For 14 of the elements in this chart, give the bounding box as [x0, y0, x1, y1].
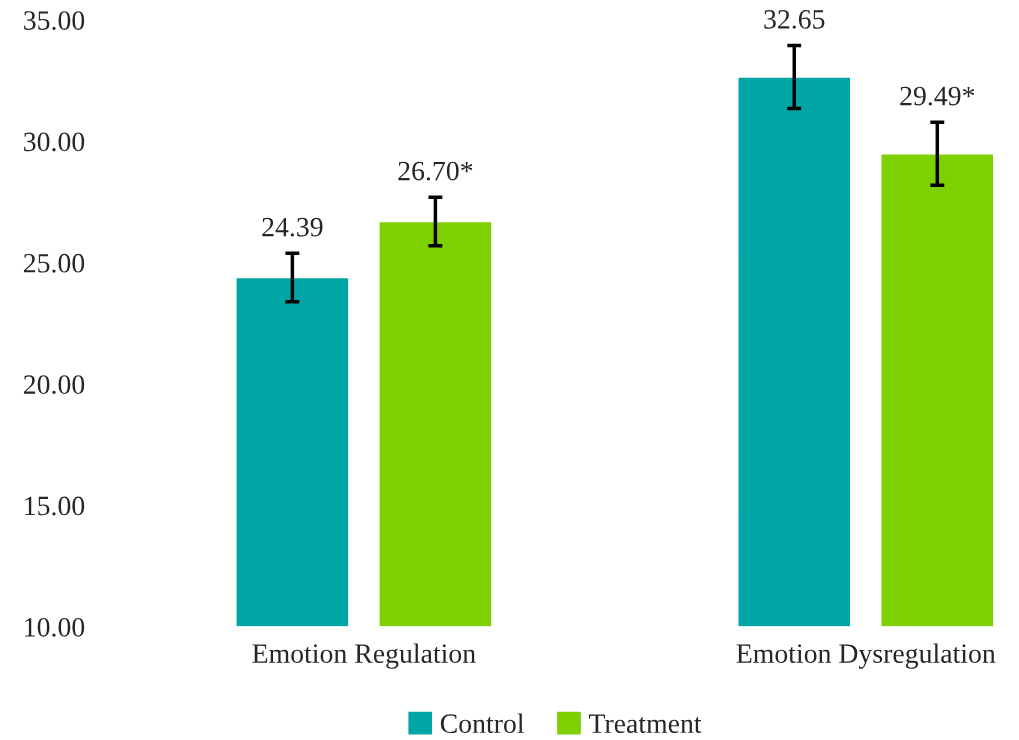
y-tick-label: 30.00	[24, 132, 85, 152]
legend-label: Treatment	[588, 714, 702, 734]
x-tick-label: Emotion Regulation	[252, 643, 476, 669]
data-label: 29.49*	[900, 86, 975, 106]
y-tick-label: 35.00	[24, 11, 85, 31]
y-tick-label: 10.00	[25, 617, 85, 637]
data-label: 24.39	[262, 217, 323, 237]
data-label: 26.70*	[398, 161, 473, 181]
y-tick-label: 20.00	[23, 375, 85, 395]
legend-label: Control	[440, 713, 524, 734]
y-tick-label: 25.00	[23, 253, 85, 273]
data-label: 32.65	[764, 10, 825, 29]
y-tick-label: 15.00	[25, 496, 85, 516]
x-tick-label: Emotion Dysregulation	[736, 643, 996, 669]
